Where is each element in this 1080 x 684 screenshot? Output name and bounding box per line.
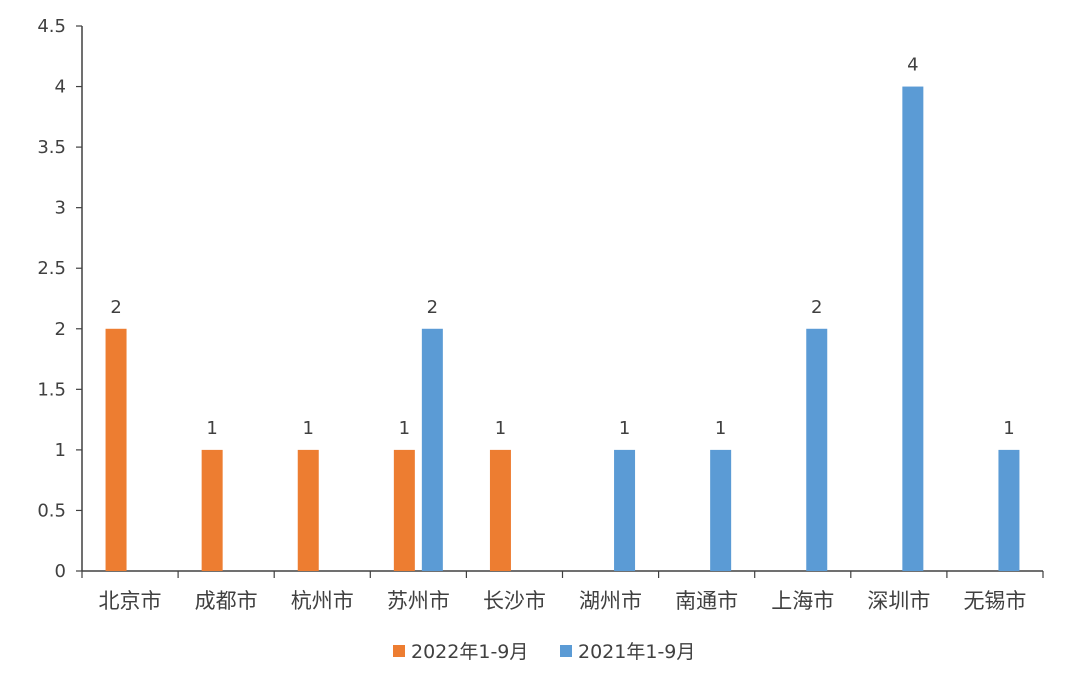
data-label: 4 (907, 55, 918, 76)
data-label: 1 (495, 418, 506, 439)
x-tick-label: 深圳市 (867, 589, 930, 613)
bar (393, 449, 415, 571)
bar (614, 449, 636, 571)
data-label: 1 (399, 418, 410, 439)
y-tick-label: 0 (55, 561, 66, 582)
bars (105, 86, 1020, 572)
y-tick-label: 0.5 (37, 500, 66, 521)
x-tick-label: 杭州市 (291, 589, 354, 613)
data-label: 2 (110, 297, 121, 318)
bar (421, 328, 443, 571)
y-tick-label: 1.5 (37, 379, 66, 400)
legend-label: 2021年1-9月 (578, 641, 695, 663)
data-label: 2 (811, 297, 822, 318)
bar (710, 449, 732, 571)
data-label: 1 (1003, 418, 1014, 439)
x-tick-label: 长沙市 (483, 589, 546, 613)
bar (998, 449, 1020, 571)
y-tick-label: 4 (55, 77, 66, 98)
x-tick-label: 成都市 (195, 589, 258, 613)
data-label: 1 (206, 418, 217, 439)
x-tick-label: 苏州市 (387, 589, 450, 613)
y-tick-label: 4.5 (37, 16, 66, 37)
y-tick-label: 3 (55, 198, 66, 219)
x-tick-label: 上海市 (771, 589, 834, 613)
bar (489, 449, 511, 571)
bar (806, 328, 828, 571)
data-label: 1 (619, 418, 630, 439)
x-tick-label: 南通市 (675, 589, 738, 613)
data-label: 2 (427, 297, 438, 318)
legend-label: 2022年1-9月 (411, 641, 528, 663)
bar (297, 449, 319, 571)
bar (105, 328, 127, 571)
y-tick-label: 1 (55, 440, 66, 461)
x-tick-label: 湖州市 (579, 589, 642, 613)
legend-swatch (393, 645, 405, 657)
bar (201, 449, 223, 571)
x-tick-label: 北京市 (99, 589, 162, 613)
data-labels: 2 1 1 1 1 2 1 1 2 4 1 (110, 55, 1014, 439)
y-tick-label: 2.5 (37, 258, 66, 279)
y-tick-label: 3.5 (37, 137, 66, 158)
y-tick-label: 2 (55, 319, 66, 340)
x-tick-label: 无锡市 (963, 589, 1026, 613)
bar (902, 86, 924, 572)
data-label: 1 (715, 418, 726, 439)
y-ticks: 0 0.5 1 1.5 2 2.5 3 3.5 4 4.5 (37, 16, 82, 582)
x-ticks: 北京市 成都市 杭州市 苏州市 长沙市 湖州市 南通市 上海市 深圳市 无锡市 (81, 571, 1044, 613)
data-label: 1 (303, 418, 314, 439)
legend: 2022年1-9月 2021年1-9月 (393, 641, 695, 663)
legend-swatch (560, 645, 572, 657)
